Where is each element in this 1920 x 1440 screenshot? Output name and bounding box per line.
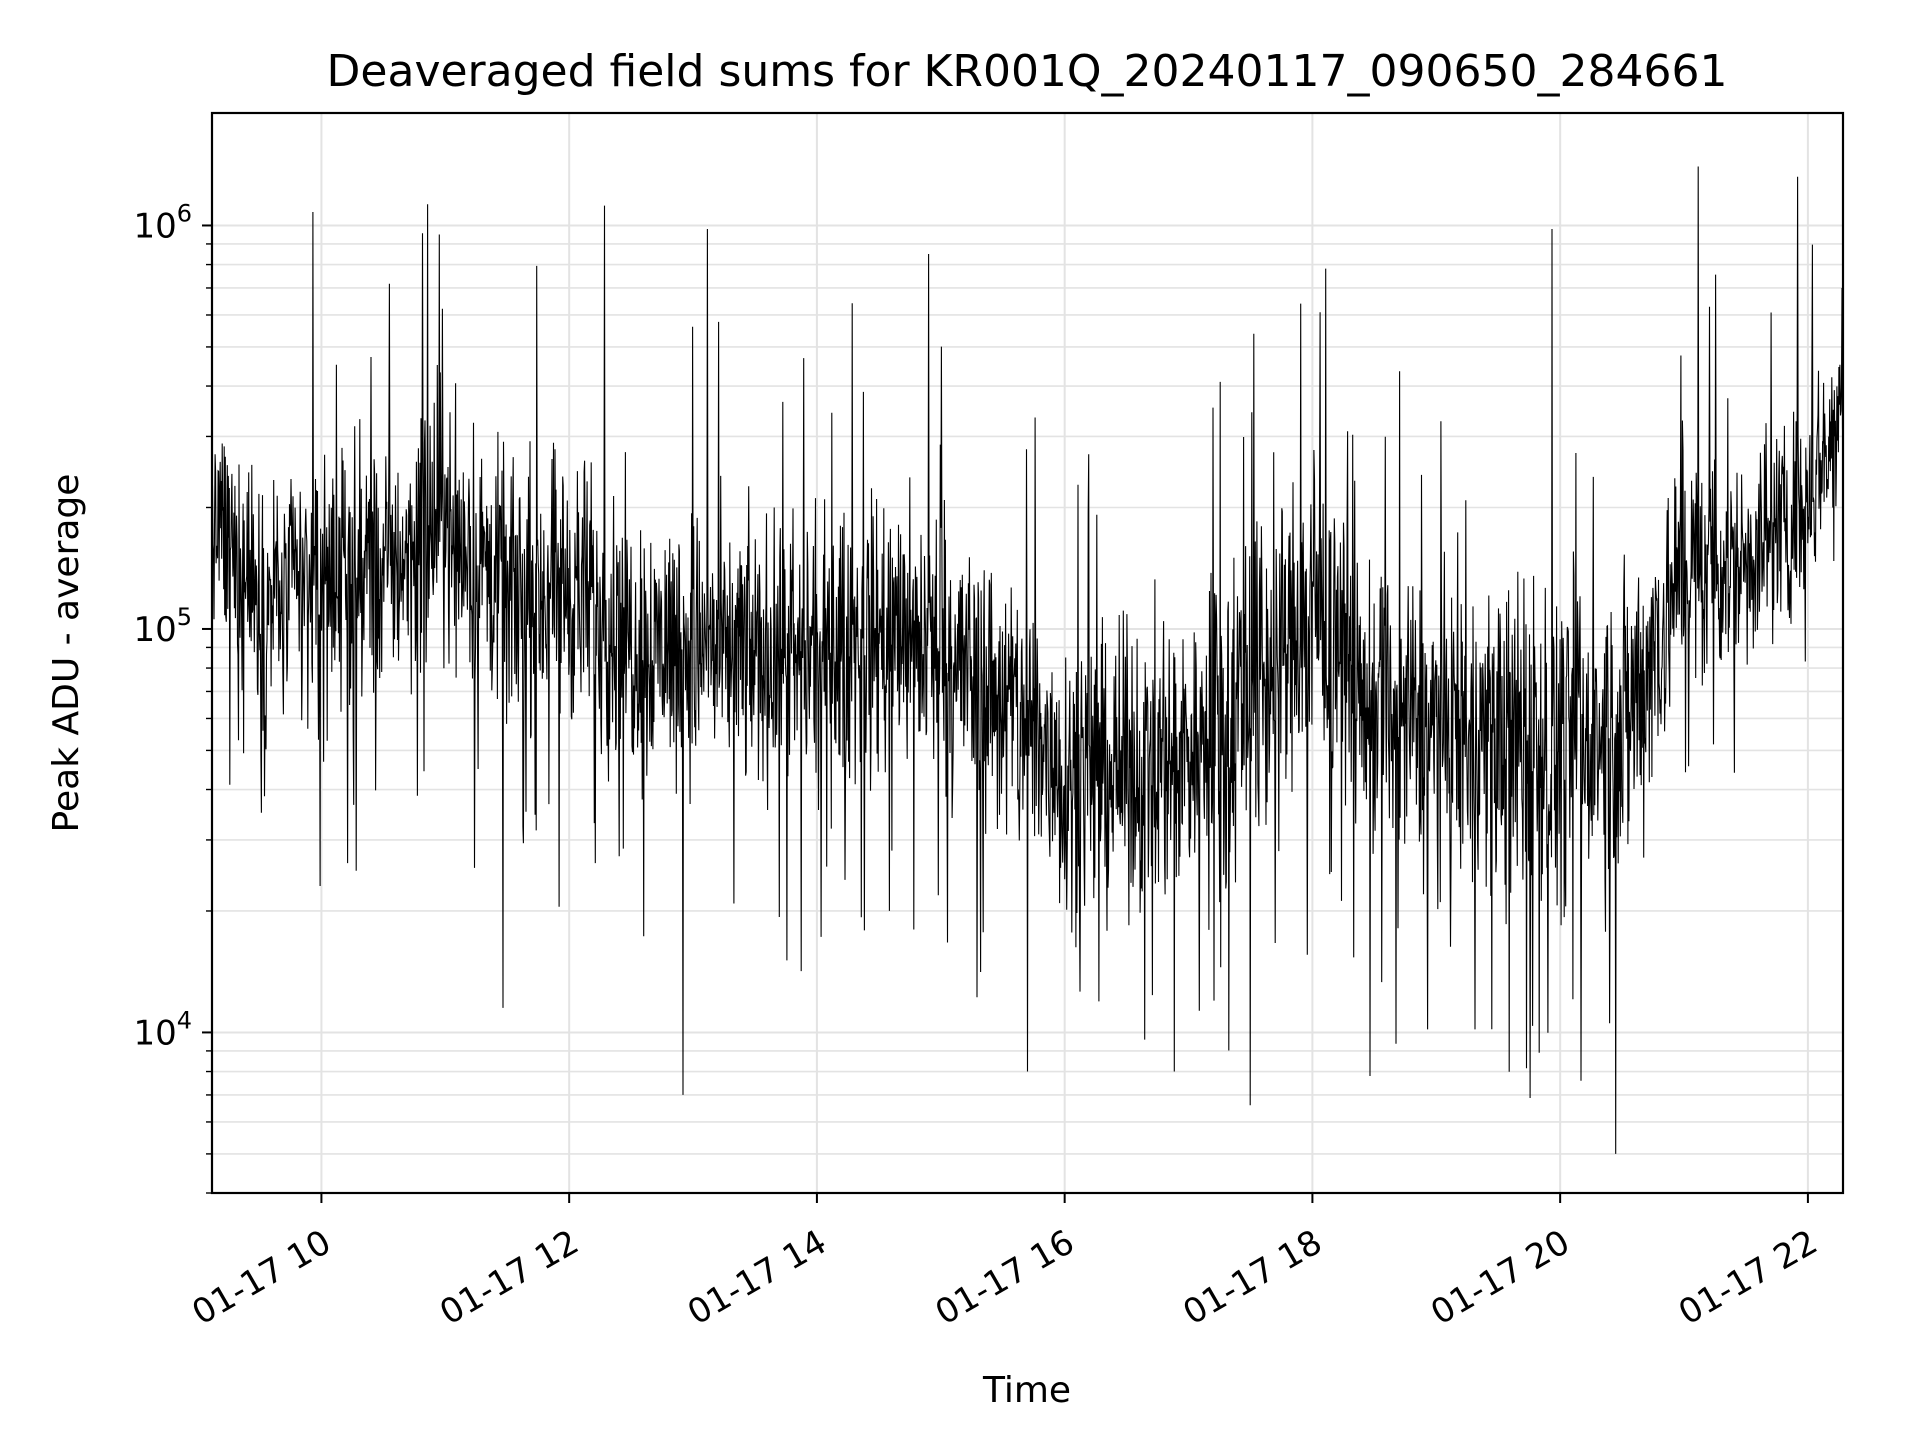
- x-tick-label: 01-17 20: [1424, 1222, 1576, 1333]
- y-tick-label: 105: [133, 603, 192, 650]
- x-tick-label: 01-17 18: [1177, 1222, 1329, 1333]
- y-tick-label: 106: [133, 199, 192, 246]
- x-tick-label: 01-17 12: [433, 1222, 585, 1333]
- plot-frame: [210, 111, 1845, 1195]
- y-axis-label: Peak ADU - average: [46, 474, 87, 833]
- y-tick-label: 104: [133, 1006, 192, 1053]
- x-axis: 01-17 10 01-17 12 01-17 14 01-17 16 01-17 18…: [186, 1193, 1824, 1333]
- chart-title: Deaveraged field sums for KR001Q_2024011…: [327, 46, 1728, 97]
- series-line: [211, 166, 1844, 1154]
- y-axis: 104 105 106: [133, 199, 212, 1194]
- x-tick-label: 01-17 10: [186, 1222, 338, 1333]
- x-tick-label: 01-17 14: [681, 1222, 833, 1333]
- x-axis-label: Time: [982, 1370, 1071, 1411]
- x-tick-label: 01-17 22: [1672, 1222, 1824, 1333]
- series-path: [211, 166, 1844, 1154]
- x-tick-label: 01-17 16: [929, 1222, 1081, 1333]
